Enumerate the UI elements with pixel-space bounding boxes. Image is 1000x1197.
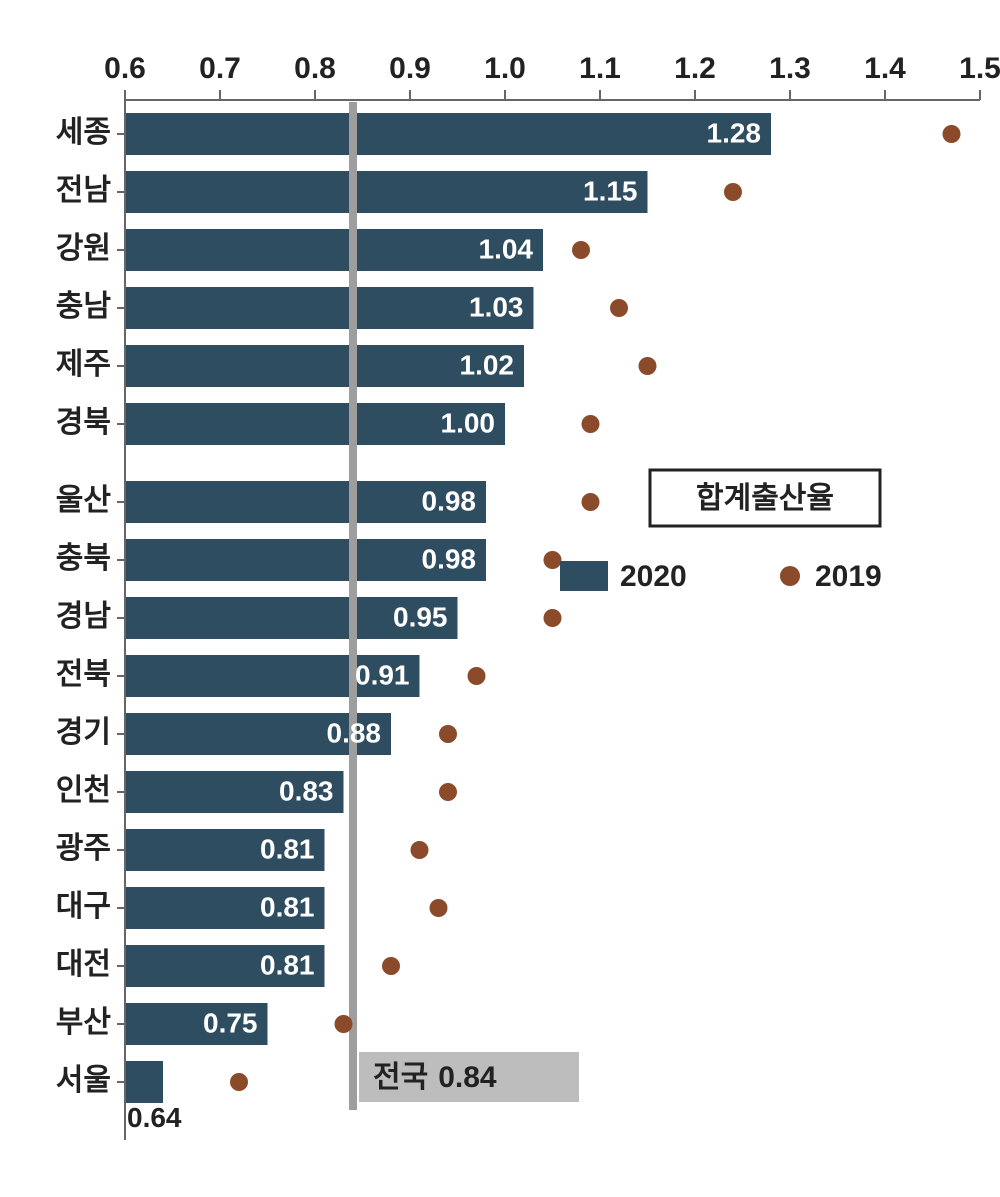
category-label: 경북: [56, 406, 111, 439]
point-2019: [468, 667, 486, 685]
bar-value-label: 0.81: [260, 949, 315, 980]
category-label: 전북: [56, 658, 111, 691]
point-2019: [430, 899, 448, 917]
bar: [126, 171, 648, 213]
point-2019: [411, 841, 429, 859]
bar: [126, 113, 771, 155]
x-axis-tick-label: 1.1: [579, 52, 621, 85]
category-label: 부산: [56, 1006, 112, 1039]
category-label: 충북: [56, 542, 111, 575]
bar-value-label: 0.81: [260, 833, 315, 864]
point-2019: [724, 183, 742, 201]
chart-svg: 0.6 0.7 0.8 0.9 1.0 1.1 1.2 1.3 1.4 1.5 세종전남강원충남제주…: [0, 0, 1000, 1197]
point-2019: [230, 1073, 248, 1091]
point-2019: [610, 299, 628, 317]
bar: [126, 1061, 163, 1103]
bar-value-label: 0.81: [260, 891, 315, 922]
category-label: 강원: [56, 232, 111, 265]
point-2019: [582, 493, 600, 511]
bar-value-label: 0.88: [327, 717, 382, 748]
x-axis-tick-label: 0.8: [294, 52, 336, 85]
category-label: 서울: [56, 1064, 111, 1097]
point-2019: [382, 957, 400, 975]
category-label: 광주: [56, 832, 111, 865]
category-label: 인천: [56, 774, 111, 807]
category-label: 전남: [56, 174, 112, 207]
bar-value-label: 0.91: [355, 659, 410, 690]
x-axis-tick-label: 1.3: [769, 52, 811, 85]
point-2019: [335, 1015, 353, 1033]
legend-swatch-point: [780, 566, 800, 586]
bar-value-label: 1.03: [469, 291, 524, 322]
fertility-rate-chart: 0.6 0.7 0.8 0.9 1.0 1.1 1.2 1.3 1.4 1.5 세종전남강원충남제주…: [0, 0, 1000, 1197]
point-2019: [544, 551, 562, 569]
x-axis-tick-label: 1.5: [959, 52, 1000, 85]
point-2019: [943, 125, 961, 143]
bar-value-label: 1.28: [707, 117, 762, 148]
bar-value-label: 0.83: [279, 775, 334, 806]
x-axis-tick-label: 1.4: [864, 52, 906, 85]
category-label: 제주: [56, 348, 111, 381]
legend-label-2019: 2019: [815, 560, 882, 593]
point-2019: [439, 783, 457, 801]
point-2019: [572, 241, 590, 259]
bar-value-label: 0.98: [422, 543, 477, 574]
x-axis-tick-label: 1.2: [674, 52, 716, 85]
bar-value-label: 0.95: [393, 601, 448, 632]
x-axis-tick-label: 0.9: [389, 52, 431, 85]
x-axis-tick-label: 1.0: [484, 52, 526, 85]
x-axis-tick-label: 0.7: [199, 52, 241, 85]
bar-value-label: 0.64: [127, 1102, 182, 1133]
category-label: 세종: [56, 116, 111, 149]
point-2019: [544, 609, 562, 627]
category-label: 대구: [56, 890, 111, 923]
bar-value-label: 0.75: [203, 1007, 258, 1038]
bars-group: [126, 113, 771, 1103]
point-2019: [439, 725, 457, 743]
bar-value-label: 1.15: [583, 175, 638, 206]
point-2019: [639, 357, 657, 375]
bar-value-label: 1.02: [460, 349, 515, 380]
category-label: 대전: [56, 948, 111, 981]
legend-swatch-bar: [560, 561, 608, 591]
x-axis-tick-label: 0.6: [104, 52, 146, 85]
category-label: 경기: [56, 716, 111, 749]
bar-value-label: 0.98: [422, 485, 477, 516]
point-2019: [582, 415, 600, 433]
category-label: 경남: [56, 600, 112, 633]
category-labels: 세종전남강원충남제주경북울산충북경남전북경기인천광주대구대전부산서울: [56, 116, 112, 1097]
legend-title-text: 합계출산율: [696, 482, 834, 515]
category-label: 울산: [56, 484, 112, 517]
y-ticks: [117, 134, 125, 1082]
bar-value-label: 1.04: [479, 233, 534, 264]
legend-label-2020: 2020: [620, 560, 687, 593]
bar-value-label: 1.00: [441, 407, 496, 438]
category-label: 충남: [56, 290, 112, 323]
